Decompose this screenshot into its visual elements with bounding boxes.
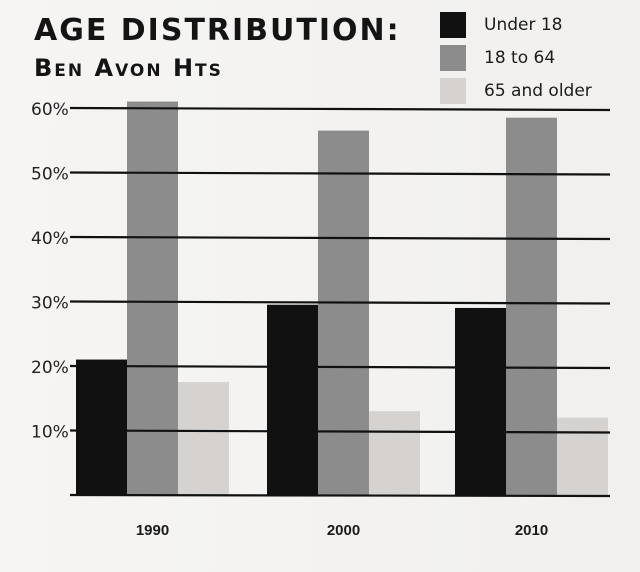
gridline-10 [69,429,611,434]
x-tick-label-1990: 1990 [136,522,169,539]
axis-labels: 10% 20% 30% 40% 50% 60% 1990 2000 2010 [31,100,548,539]
y-tick-label-30: 30% [31,294,69,314]
legend-label-65-and-older: 65 and older [484,80,592,101]
bar-2010-under-18 [455,307,506,495]
y-tick-label-50: 50% [31,165,69,185]
legend-label-18-to-64: 18 to 64 [484,47,556,68]
y-tick-label-60: 60% [31,100,69,120]
gridline-50 [69,171,611,176]
gridline-20 [69,364,611,370]
bar-1990-65-and-older [178,382,229,495]
y-tick-label-20: 20% [31,358,69,378]
bar-2000-under-18 [267,304,318,495]
legend-item-18-to-64: 18 to 64 [440,41,630,74]
bar-2010-65-and-older [557,417,608,495]
y-tick-label-40: 40% [31,229,69,249]
x-axis-baseline [69,493,611,498]
legend-item-under-18: Under 18 [440,8,630,41]
x-tick-label-2010: 2010 [515,522,548,539]
legend-swatch-65-and-older [440,77,466,104]
legend-label-under-18: Under 18 [484,14,563,35]
chart-title-main: AGE DISTRIBUTION: [34,13,401,48]
bars [76,101,608,496]
chart-title: AGE DISTRIBUTION: Ben Avon Hts [34,13,401,82]
gridline-40 [69,235,611,241]
legend-swatch-under-18 [440,11,466,38]
y-tick-label-10: 10% [31,423,69,443]
bar-1990-under-18 [76,359,127,495]
gridline-60 [69,106,611,112]
legend-item-65-and-older: 65 and older [440,74,630,107]
chart-title-subtitle: Ben Avon Hts [34,54,223,82]
bar-2000-65-and-older [369,411,420,495]
gridlines [69,106,611,498]
bar-1990-18-to-64 [127,101,178,496]
bar-2000-18-to-64 [318,130,369,495]
legend-swatch-18-to-64 [440,44,466,71]
x-tick-label-2000: 2000 [327,522,360,539]
gridline-30 [69,300,611,305]
chart-legend: Under 18 18 to 64 65 and older [440,8,630,107]
